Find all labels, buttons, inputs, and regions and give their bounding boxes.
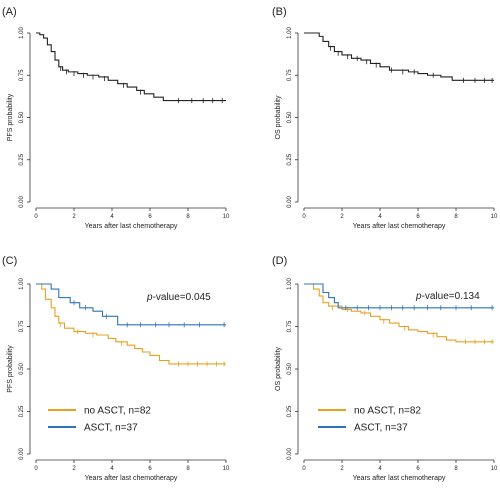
y-tick-label: 1.00 bbox=[19, 27, 25, 39]
panel-c: (C) 0.00 0.25 0.50 0.75 1.00 0 2 4 6 8 10 Years afte… bbox=[2, 255, 230, 482]
legend-label: ASCT, n=37 bbox=[354, 423, 408, 434]
y-axis-label: OS probability bbox=[275, 95, 282, 139]
y-tick-label: 0.25 bbox=[287, 153, 293, 165]
x-axis-label: Years after last chemotherapy bbox=[85, 223, 178, 230]
y-tick-label: 0.25 bbox=[287, 405, 293, 417]
y-tick-label: 0.50 bbox=[287, 363, 293, 375]
km-curve-overall bbox=[304, 32, 494, 81]
x-tick-label: 0 bbox=[302, 466, 306, 472]
x-tick-label: 10 bbox=[223, 466, 230, 472]
y-tick-label: 0.00 bbox=[19, 196, 25, 208]
x-tick-label: 2 bbox=[72, 214, 76, 220]
panel-label: (D) bbox=[272, 255, 287, 267]
p-value-text: p-value=0.134 bbox=[415, 291, 480, 302]
x-tick-label: 2 bbox=[340, 466, 344, 472]
x-tick-label: 4 bbox=[378, 466, 382, 472]
y-tick-label: 0.50 bbox=[19, 111, 25, 123]
x-tick-label: 8 bbox=[454, 466, 458, 472]
x-tick-label: 6 bbox=[416, 466, 420, 472]
x-tick-label: 6 bbox=[148, 214, 152, 220]
x-axis-label: Years after last chemotherapy bbox=[353, 223, 446, 230]
x-tick-label: 6 bbox=[148, 466, 152, 472]
x-tick-label: 0 bbox=[34, 214, 38, 220]
x-tick-label: 8 bbox=[186, 214, 190, 220]
x-tick-label: 2 bbox=[340, 214, 344, 220]
p-value-symbol: p bbox=[146, 292, 153, 303]
y-tick-label: 1.00 bbox=[287, 27, 293, 39]
legend-label: no ASCT, n=82 bbox=[354, 406, 421, 417]
panel-label: (B) bbox=[272, 6, 287, 18]
x-axis-label: Years after last chemotherapy bbox=[353, 475, 446, 482]
x-tick-label: 8 bbox=[186, 466, 190, 472]
x-tick-label: 0 bbox=[302, 214, 306, 220]
y-tick-label: 0.00 bbox=[287, 196, 293, 208]
km-curve-overall bbox=[36, 32, 226, 102]
y-axis-label: OS probability bbox=[275, 347, 282, 391]
x-tick-label: 10 bbox=[491, 466, 498, 472]
x-tick-label: 4 bbox=[110, 214, 114, 220]
p-value-number: -value=0.134 bbox=[422, 291, 481, 302]
x-axis-label: Years after last chemotherapy bbox=[85, 475, 178, 482]
legend-label: no ASCT, n=82 bbox=[84, 406, 151, 417]
x-tick-label: 0 bbox=[34, 466, 38, 472]
x-tick-label: 4 bbox=[110, 466, 114, 472]
y-tick-label: 1.00 bbox=[19, 278, 25, 290]
x-tick-label: 4 bbox=[378, 214, 382, 220]
y-tick-label: 0.75 bbox=[19, 69, 25, 81]
y-tick-label: 0.50 bbox=[287, 111, 293, 123]
km-curve-no-asct bbox=[36, 283, 226, 365]
panel-label: (C) bbox=[2, 255, 17, 267]
y-tick-label: 1.00 bbox=[287, 278, 293, 290]
p-value-number: -value=0.045 bbox=[153, 292, 212, 303]
legend-label: ASCT, n=37 bbox=[84, 423, 138, 434]
km-curve-asct bbox=[36, 283, 226, 326]
y-tick-label: 0.75 bbox=[287, 69, 293, 81]
panel-a: (A) 0.00 0.25 0.50 0.75 1.00 0 2 4 6 8 10 Years afte… bbox=[2, 6, 230, 230]
y-tick-label: 0.00 bbox=[19, 448, 25, 460]
y-axis-label: PFS probability bbox=[7, 345, 14, 393]
x-tick-label: 6 bbox=[416, 214, 420, 220]
y-tick-label: 0.25 bbox=[19, 153, 25, 165]
p-value-text: p-value=0.045 bbox=[146, 292, 211, 303]
y-axis-label: PFS probability bbox=[7, 93, 14, 141]
y-tick-label: 0.25 bbox=[19, 405, 25, 417]
x-tick-label: 10 bbox=[491, 214, 498, 220]
panel-label: (A) bbox=[2, 6, 17, 18]
y-tick-label: 0.50 bbox=[19, 363, 25, 375]
km-curve-no-asct bbox=[304, 283, 494, 343]
x-tick-label: 2 bbox=[72, 466, 76, 472]
p-value-symbol: p bbox=[415, 291, 422, 302]
y-tick-label: 0.75 bbox=[287, 320, 293, 332]
x-tick-label: 10 bbox=[223, 214, 230, 220]
y-tick-label: 0.75 bbox=[19, 320, 25, 332]
x-tick-label: 8 bbox=[454, 214, 458, 220]
panel-d: (D) 0.00 0.25 0.50 0.75 1.00 0 2 4 6 8 10 Years afte… bbox=[272, 255, 498, 482]
km-curve-asct bbox=[304, 283, 494, 309]
panel-b: (B) 0.00 0.25 0.50 0.75 1.00 0 2 4 6 8 10 Years afte… bbox=[272, 6, 498, 230]
y-tick-label: 0.00 bbox=[287, 448, 293, 460]
